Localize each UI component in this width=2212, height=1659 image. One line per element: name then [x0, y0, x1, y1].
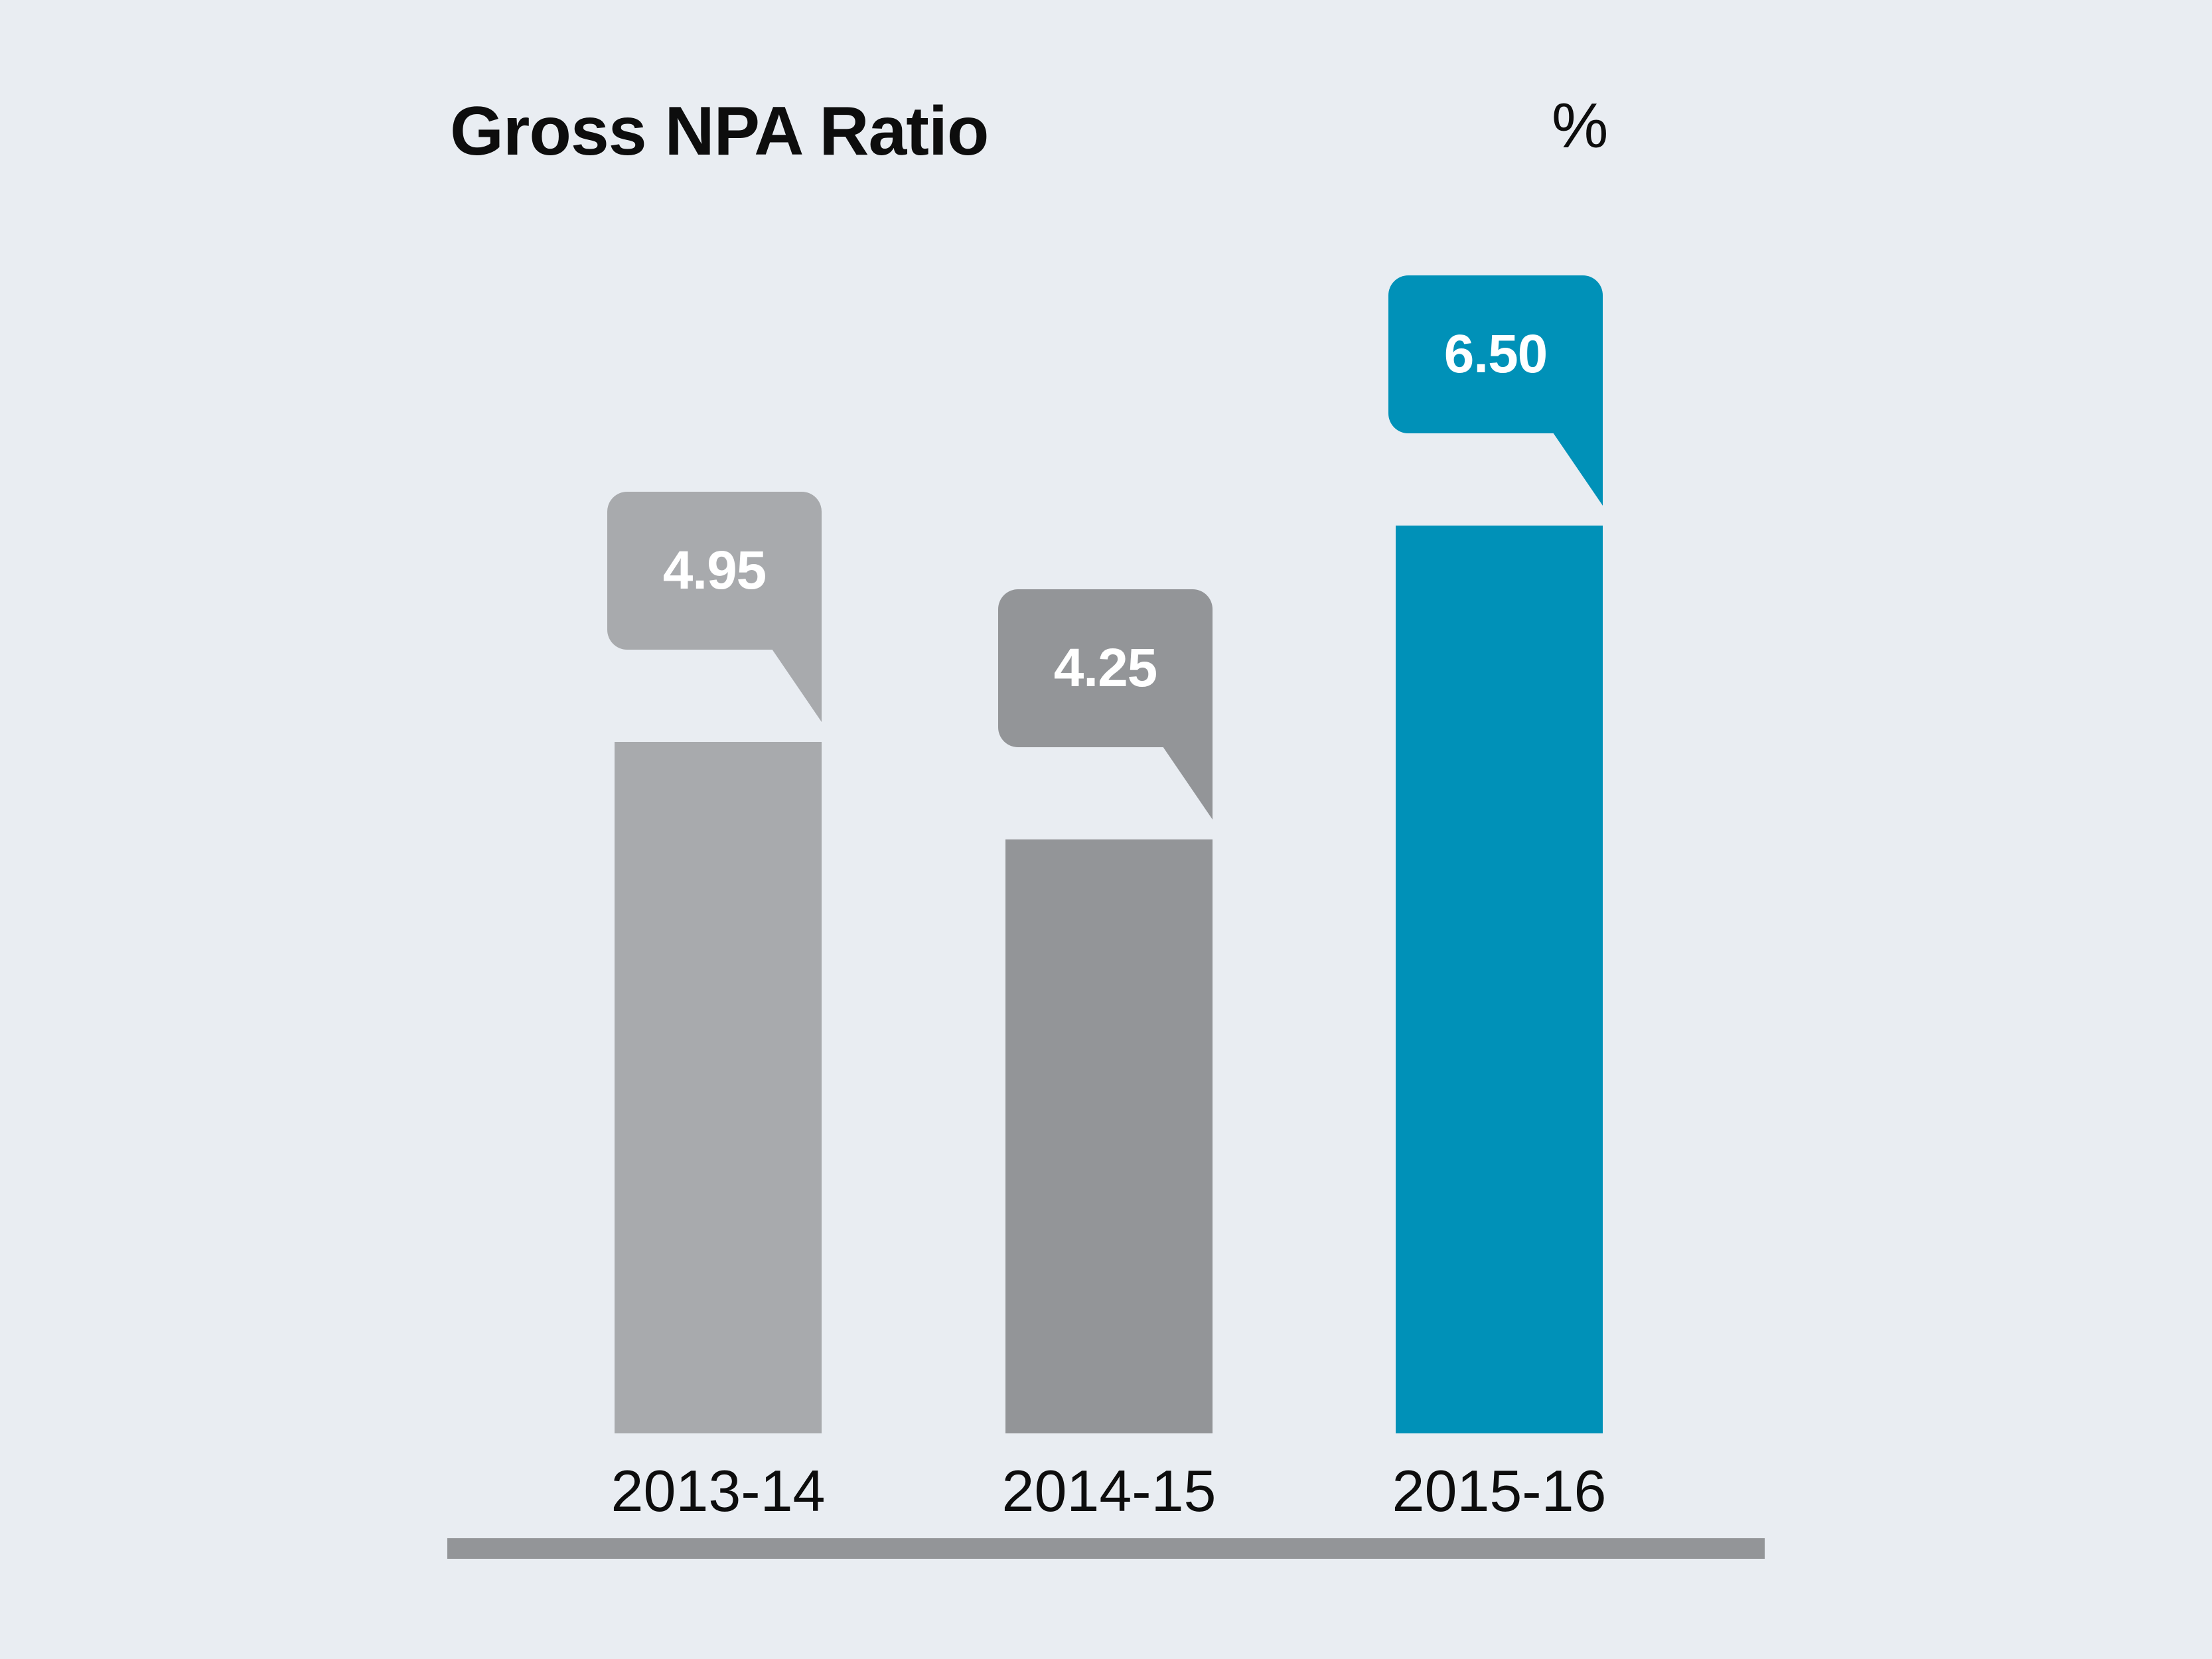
unit-label: %	[1552, 90, 1609, 161]
value-label: 4.95	[662, 540, 767, 601]
value-callout: 4.25	[998, 589, 1213, 820]
bar-2013-14	[615, 742, 822, 1433]
value-label: 6.50	[1443, 324, 1548, 384]
callout-box: 6.50	[1388, 275, 1603, 433]
callout-tail	[1163, 747, 1213, 820]
x-axis-label: 2013-14	[611, 1458, 826, 1524]
value-callout: 6.50	[1388, 275, 1603, 506]
chart-title: Gross NPA Ratio	[450, 93, 989, 170]
callout-tail	[772, 649, 822, 722]
value-label: 4.25	[1053, 638, 1158, 698]
bar-2014-15	[1005, 839, 1213, 1433]
x-axis-line	[447, 1538, 1765, 1559]
callout-box: 4.95	[607, 492, 822, 650]
callout-tail	[1553, 433, 1603, 506]
bar-2015-16	[1396, 526, 1603, 1433]
value-callout: 4.95	[607, 492, 822, 722]
callout-box: 4.25	[998, 589, 1213, 747]
x-axis-label: 2015-16	[1392, 1458, 1607, 1524]
x-axis-label: 2014-15	[1001, 1458, 1217, 1524]
